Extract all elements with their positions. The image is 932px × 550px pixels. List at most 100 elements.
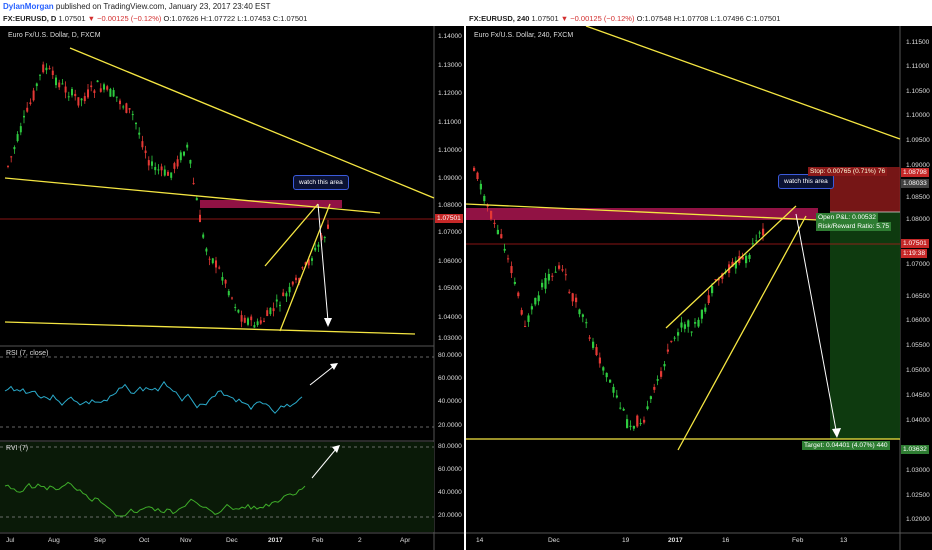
publish-bar: DylanMorgan published on TradingView.com… — [0, 0, 932, 26]
right-price-tick: 1.05000 — [906, 367, 930, 374]
candle-body — [7, 165, 9, 167]
left-time-tick: Oct — [139, 537, 150, 544]
candle-body — [199, 214, 201, 223]
candle-body — [558, 265, 561, 269]
candle-body — [503, 248, 506, 251]
candle-body — [598, 357, 601, 364]
left-time-tick: Jul — [6, 537, 15, 544]
candle-body — [13, 147, 16, 150]
right-watch-annotation[interactable]: watch this area — [778, 174, 834, 189]
candle-body — [700, 309, 703, 319]
candle-body — [537, 295, 540, 302]
candle-body — [122, 106, 125, 108]
candle-body — [547, 273, 550, 281]
candle-body — [64, 86, 67, 93]
right-chart-panel[interactable]: Euro Fx/U.S. Dollar, 240, FXCM watch thi… — [466, 26, 932, 550]
right-price-tick: 1.03000 — [906, 467, 930, 474]
candle-body — [741, 256, 744, 260]
left-price-tick: 1.10000 — [438, 147, 462, 154]
candle-body — [77, 97, 80, 106]
candle-body — [314, 247, 317, 251]
candle-body — [666, 349, 669, 352]
right-last-price-tag: 1.07501 — [901, 239, 929, 248]
candle-body — [581, 314, 584, 317]
left-chart-panel[interactable]: Euro Fx/U.S. Dollar, D, FXCM watch this … — [0, 26, 464, 550]
right-price-tick: 1.09000 — [906, 162, 930, 169]
candle-body — [496, 229, 499, 235]
candle-body — [138, 132, 141, 135]
left-price-tick: 1.14000 — [438, 33, 462, 40]
rvi-tick: 20.0000 — [438, 512, 462, 519]
candle-body — [639, 423, 642, 425]
candle-body — [16, 134, 19, 142]
candle-body — [109, 88, 112, 97]
candle-body — [687, 320, 690, 327]
left-chart-canvas[interactable] — [0, 26, 464, 550]
rvi-line — [4, 481, 306, 517]
left-watch-annotation[interactable]: watch this area — [293, 175, 349, 190]
rsi-tick: 60.0000 — [438, 375, 462, 382]
candle-body — [527, 315, 530, 322]
candle-body — [301, 267, 304, 269]
candle-body — [29, 102, 32, 104]
candle-body — [697, 319, 700, 327]
candle-body — [221, 276, 224, 281]
candle-body — [26, 107, 29, 112]
candle-body — [564, 274, 567, 276]
candle-body — [510, 266, 513, 274]
candle-body — [551, 275, 554, 277]
target-zone — [830, 212, 900, 439]
candle-body — [649, 396, 652, 400]
right-price-tick: 1.10000 — [906, 112, 930, 119]
candle-body — [745, 255, 748, 264]
right-price-tick: 1.11000 — [906, 63, 930, 70]
candle-body — [266, 310, 269, 317]
candle-body — [673, 337, 676, 339]
right-chart-title: Euro Fx/U.S. Dollar, 240, FXCM — [474, 32, 574, 39]
candle-body — [147, 160, 150, 166]
candle-body — [58, 82, 61, 88]
candle-body — [500, 234, 503, 239]
right-price-tick: 1.04500 — [906, 392, 930, 399]
candle-body — [660, 371, 663, 377]
candle-body — [304, 262, 307, 265]
author-link[interactable]: DylanMorgan — [3, 2, 54, 11]
candle-body — [240, 315, 243, 322]
candle-body — [486, 204, 489, 207]
candle-body — [186, 144, 189, 148]
candle-body — [23, 115, 25, 118]
candle-body — [541, 282, 544, 288]
candle-body — [605, 372, 608, 378]
candle-body — [119, 100, 121, 105]
candle-body — [758, 232, 761, 234]
candle-body — [670, 340, 673, 342]
candle-body — [327, 224, 329, 229]
risk-reward-label: Risk/Reward Ratio: 5.75 — [816, 222, 892, 231]
stop-label: Stop: 0.00765 (0.71%) 76 — [808, 167, 888, 176]
candle-body — [626, 419, 629, 428]
left-price-tick: 1.06000 — [438, 258, 462, 265]
candle-body — [307, 259, 310, 266]
candle-body — [157, 169, 160, 171]
candle-body — [256, 321, 259, 326]
left-time-tick: Sep — [94, 537, 106, 544]
candle-body — [189, 159, 192, 164]
candle-body — [694, 322, 697, 324]
mid-price-tag: 1.08033 — [901, 179, 929, 188]
stop-price-tag: 1.08798 — [901, 168, 929, 177]
candle-body — [176, 159, 179, 167]
right-chart-canvas[interactable] — [466, 26, 932, 550]
candle-body — [288, 286, 291, 293]
candle-body — [192, 182, 195, 185]
candle-body — [61, 83, 64, 85]
left-time-tick: 2 — [358, 537, 362, 544]
left-price-tick: 1.05000 — [438, 285, 462, 292]
candle-body — [259, 320, 262, 324]
candle-body — [317, 244, 320, 247]
candle-body — [10, 156, 13, 158]
candle-body — [83, 96, 86, 102]
candle-body — [144, 150, 147, 154]
left-price-tick: 1.12000 — [438, 90, 462, 97]
candle-body — [479, 183, 482, 190]
candle-body — [568, 291, 571, 293]
